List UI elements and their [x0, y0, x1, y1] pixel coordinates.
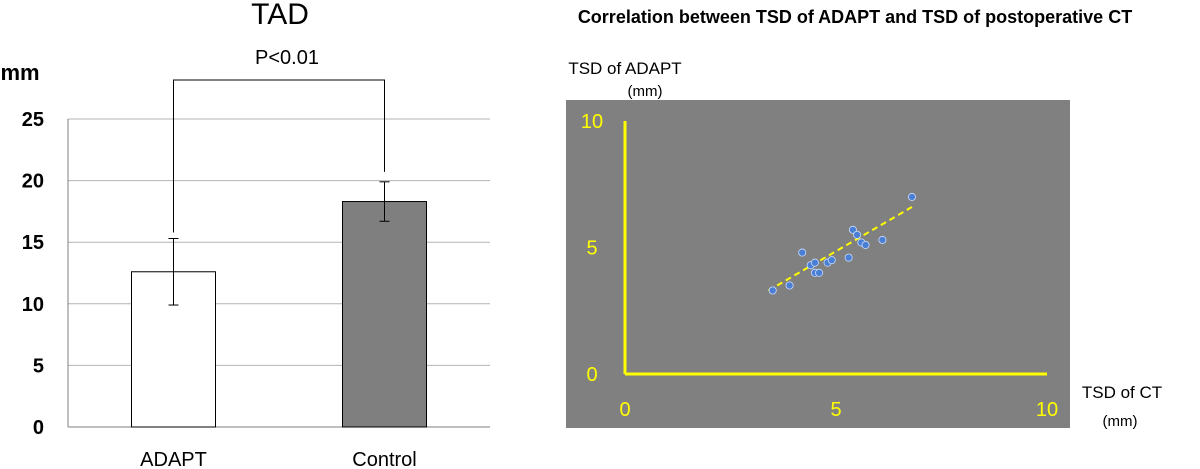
scatter-point — [768, 286, 777, 295]
scatter-xlabel: TSD of CT — [1082, 383, 1162, 402]
bar-chart-title: TAD — [251, 0, 309, 31]
scatter-point — [861, 240, 870, 249]
significance-bracket — [173, 79, 385, 233]
scatter-point — [848, 225, 857, 234]
significance-label: P<0.01 — [255, 47, 319, 69]
y-tick-label: 15 — [22, 232, 44, 254]
scatter-x-tick-label: 10 — [1036, 399, 1058, 421]
scatter-y-tick-label: 10 — [581, 111, 603, 133]
bar-chart-ylabel: mm — [0, 60, 39, 85]
correlation-scatter-chart: Correlation between TSD of ADAPT and TSD… — [566, 7, 1162, 430]
scatter-point — [798, 248, 807, 257]
y-tick-label: 0 — [33, 417, 44, 439]
y-tick-label: 25 — [22, 109, 44, 131]
scatter-point — [853, 230, 862, 239]
category-label: ADAPT — [140, 449, 207, 469]
scatter-point — [810, 258, 819, 267]
scatter-point — [878, 235, 887, 244]
scatter-y-tick-label: 5 — [586, 238, 597, 260]
trendline — [767, 206, 913, 292]
y-tick-label: 5 — [33, 355, 44, 377]
scatter-point — [827, 256, 836, 265]
scatter-point — [785, 281, 794, 290]
scatter-chart-title: Correlation between TSD of ADAPT and TSD… — [578, 7, 1132, 27]
scatter-ylabel: TSD of ADAPT — [568, 59, 681, 78]
scatter-xunit: (mm) — [1103, 413, 1138, 430]
bar — [342, 201, 427, 428]
scatter-point — [907, 192, 916, 201]
scatter-y-tick-label: 0 — [586, 364, 597, 386]
tad-bar-chart: TAD mm P<0.01 0 5 10 15 20 25 ADAPT Control — [0, 0, 490, 469]
scatter-yunit: (mm) — [628, 83, 663, 100]
scatter-x-tick-label: 5 — [830, 399, 841, 421]
scatter-x-tick-label: 0 — [619, 399, 630, 421]
y-tick-label: 10 — [22, 294, 44, 316]
category-label: Control — [352, 449, 416, 469]
scatter-point — [815, 268, 824, 277]
y-tick-label: 20 — [22, 171, 44, 193]
scatter-point — [844, 253, 853, 262]
